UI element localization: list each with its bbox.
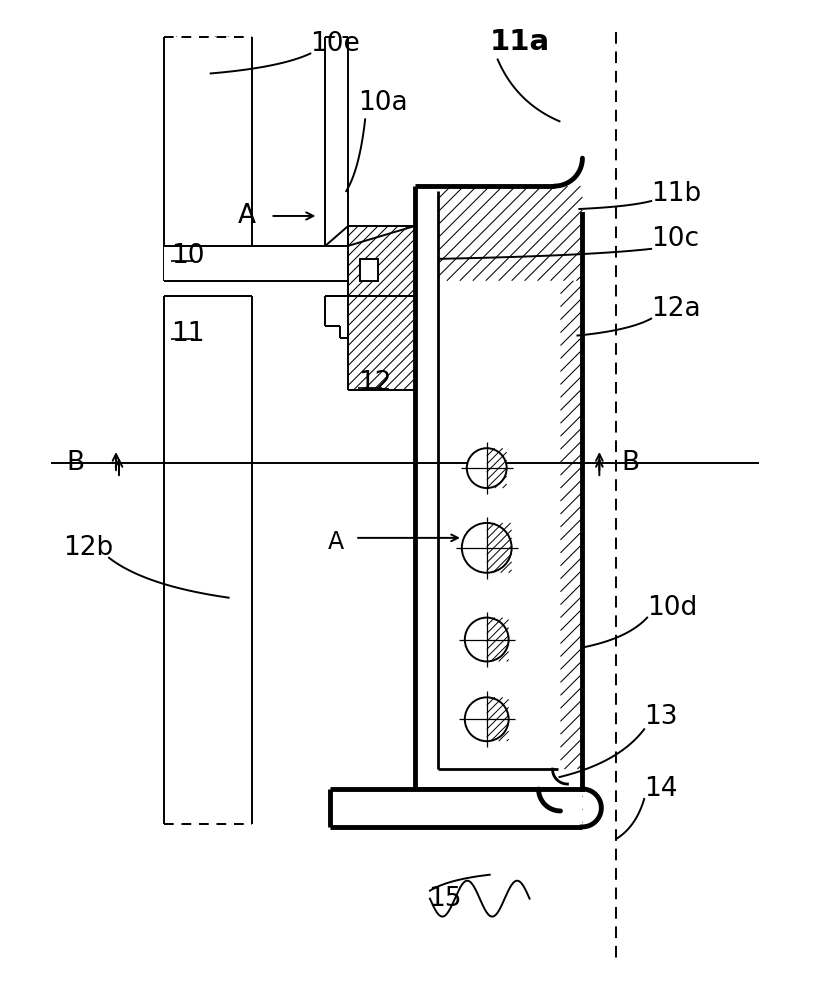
Text: 10: 10 — [171, 243, 204, 269]
Bar — [164, 246, 348, 281]
Text: 12a: 12a — [651, 296, 701, 322]
Text: 10a: 10a — [358, 90, 408, 116]
Text: 12: 12 — [358, 370, 391, 396]
Text: 11: 11 — [171, 321, 204, 347]
Text: 15: 15 — [428, 886, 462, 912]
Circle shape — [467, 448, 507, 488]
Circle shape — [465, 618, 509, 661]
Bar — [325, 37, 348, 246]
Circle shape — [465, 697, 509, 741]
Text: 10d: 10d — [647, 595, 698, 621]
Circle shape — [462, 523, 511, 573]
Text: 10c: 10c — [651, 226, 699, 252]
Text: 14: 14 — [644, 776, 677, 802]
Text: A: A — [238, 203, 256, 229]
Text: 10e: 10e — [310, 31, 360, 57]
Text: A: A — [328, 530, 345, 554]
Text: 13: 13 — [644, 704, 677, 730]
Text: B: B — [621, 450, 640, 476]
Bar — [360, 259, 378, 281]
Text: 11b: 11b — [651, 181, 702, 207]
Bar — [164, 37, 252, 281]
Text: 12b: 12b — [63, 535, 114, 561]
Text: 11a: 11a — [489, 28, 550, 56]
Text: B: B — [66, 450, 84, 476]
Bar — [164, 296, 252, 824]
Bar — [330, 789, 583, 827]
